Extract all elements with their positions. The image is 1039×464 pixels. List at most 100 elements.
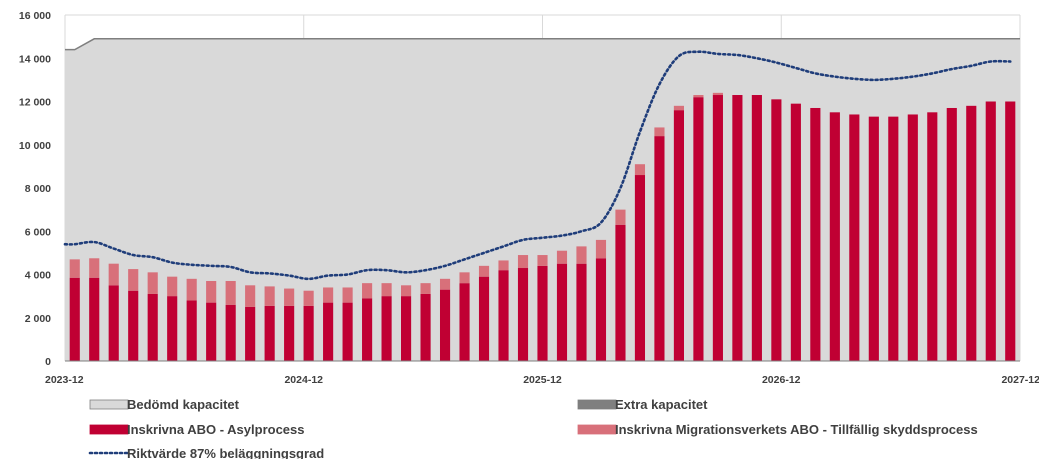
bar-asyl xyxy=(946,107,957,361)
y-tick-label: 16 000 xyxy=(19,10,51,22)
bar-asyl xyxy=(556,263,568,361)
bar-tillfallig xyxy=(362,283,373,299)
y-tick-label: 12 000 xyxy=(19,97,51,109)
extra-capacity-line xyxy=(65,38,1020,51)
bar-asyl xyxy=(829,112,840,361)
bar-asyl xyxy=(849,114,860,361)
bar-tillfallig xyxy=(439,278,451,290)
bar-asyl xyxy=(303,305,314,361)
bar-asyl xyxy=(634,175,646,361)
y-tick-label: 2 000 xyxy=(25,313,51,325)
bar-asyl xyxy=(167,296,178,361)
bar-tillfallig xyxy=(595,239,607,259)
bar-asyl xyxy=(284,305,295,361)
axis-layer: 0 2 000 4 000 6 000 8 000 10 000 12 000 14 000 1… xyxy=(19,10,1039,386)
legend-label: Bedömd kapacitet xyxy=(127,397,240,412)
bar-tillfallig xyxy=(712,92,723,96)
y-tick-label: 6 000 xyxy=(25,226,51,238)
bar-tillfallig xyxy=(323,287,334,303)
bar-asyl xyxy=(478,276,490,361)
bar-tillfallig xyxy=(381,283,392,297)
legend-swatch xyxy=(89,399,129,410)
bar-tillfallig xyxy=(245,285,256,307)
bar-asyl xyxy=(89,277,100,361)
bar-asyl xyxy=(323,302,334,361)
bar-asyl xyxy=(245,306,256,361)
bar-asyl xyxy=(362,298,373,361)
target-line xyxy=(63,50,1012,281)
x-tick-label: 2027-12 xyxy=(1001,374,1039,386)
bar-tillfallig xyxy=(89,258,100,278)
bar-asyl xyxy=(517,268,529,361)
line-layer xyxy=(63,50,1012,281)
bar-asyl xyxy=(927,112,938,361)
y-tick-label: 4 000 xyxy=(25,270,51,282)
bar-tillfallig xyxy=(342,287,353,303)
bar-asyl xyxy=(907,114,918,361)
legend-label: Inskrivna Migrationsverkets ABO - Tillfä… xyxy=(615,422,978,437)
bar-asyl xyxy=(459,283,470,361)
bar-asyl xyxy=(654,136,665,361)
bar-tillfallig xyxy=(673,105,684,111)
bar-tillfallig xyxy=(69,259,80,278)
bar-asyl xyxy=(381,296,392,361)
bar-tillfallig xyxy=(615,209,626,225)
x-tick-label: 2025-12 xyxy=(523,374,562,386)
bar-asyl xyxy=(751,95,762,361)
bar-tillfallig xyxy=(264,286,275,306)
bar-tillfallig xyxy=(556,250,568,264)
bar-asyl xyxy=(673,110,684,362)
bar-asyl xyxy=(264,305,275,361)
bar-asyl xyxy=(401,296,412,361)
bar-tillfallig xyxy=(478,265,490,277)
bar-tillfallig xyxy=(303,290,314,306)
legend-label: Inskrivna ABO - Asylprocess xyxy=(127,422,305,437)
bar-tillfallig xyxy=(517,255,529,269)
bar-asyl xyxy=(147,293,158,361)
y-tick-label: 8 000 xyxy=(25,183,51,195)
bar-tillfallig xyxy=(186,278,197,301)
bar-layer xyxy=(69,92,1016,362)
bar-asyl xyxy=(985,101,996,361)
bar-asyl xyxy=(615,224,626,361)
bar-asyl xyxy=(206,302,217,361)
bar-asyl xyxy=(225,304,236,361)
bar-asyl xyxy=(1005,101,1016,361)
bar-asyl xyxy=(771,99,782,362)
y-tick-label: 0 xyxy=(45,356,51,368)
x-tick-label: 2026-12 xyxy=(762,374,801,386)
bar-asyl xyxy=(790,103,801,361)
bar-asyl xyxy=(732,95,743,361)
bar-asyl xyxy=(810,107,821,361)
x-tick-label: 2023-12 xyxy=(45,374,84,386)
bar-asyl xyxy=(693,97,704,362)
bar-tillfallig xyxy=(128,269,139,291)
bar-asyl xyxy=(537,265,548,361)
bar-asyl xyxy=(108,285,119,361)
bar-tillfallig xyxy=(420,283,431,294)
bar-asyl xyxy=(576,263,587,361)
bar-asyl xyxy=(439,289,451,361)
bar-asyl xyxy=(966,105,977,361)
bar-tillfallig xyxy=(498,260,509,271)
legend-label: Extra kapacitet xyxy=(615,397,708,412)
y-tick-label: 10 000 xyxy=(19,140,51,152)
legend-swatch xyxy=(577,399,617,410)
bar-asyl xyxy=(888,116,899,361)
bar-asyl xyxy=(186,300,197,361)
bar-asyl xyxy=(69,277,80,361)
bar-asyl xyxy=(128,290,139,361)
legend-label: Riktvärde 87% beläggningsgrad xyxy=(127,446,324,459)
x-tick-label: 2024-12 xyxy=(284,374,323,386)
bar-tillfallig xyxy=(537,255,548,266)
bar-tillfallig xyxy=(459,272,470,284)
y-tick-label: 14 000 xyxy=(19,53,51,65)
bar-asyl xyxy=(595,258,607,361)
bar-asyl xyxy=(498,270,509,361)
bar-tillfallig xyxy=(225,280,236,305)
bar-tillfallig xyxy=(576,246,587,264)
bar-tillfallig xyxy=(108,263,119,286)
bar-tillfallig xyxy=(147,272,158,294)
